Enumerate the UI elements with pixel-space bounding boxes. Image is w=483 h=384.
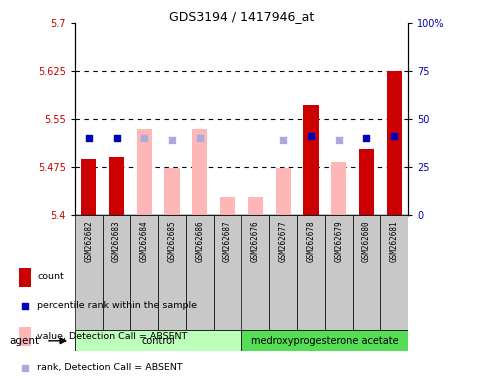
Bar <box>130 215 158 330</box>
Point <box>113 135 120 141</box>
Bar <box>186 215 213 330</box>
Point <box>21 303 28 309</box>
Bar <box>19 327 30 346</box>
Bar <box>359 149 374 215</box>
Bar <box>248 197 263 215</box>
Point <box>21 364 28 371</box>
Point <box>335 137 342 143</box>
Text: GSM262686: GSM262686 <box>195 221 204 262</box>
Bar <box>158 215 186 330</box>
Text: GSM262685: GSM262685 <box>168 221 177 262</box>
Point <box>141 135 148 141</box>
Point <box>85 135 93 141</box>
Text: GSM262677: GSM262677 <box>279 221 288 262</box>
Bar <box>75 330 242 351</box>
Bar <box>220 197 235 215</box>
Text: count: count <box>38 272 64 281</box>
Bar <box>137 129 152 215</box>
Bar <box>164 168 180 215</box>
Point <box>307 133 315 139</box>
Text: GSM262680: GSM262680 <box>362 221 371 262</box>
Text: GSM262681: GSM262681 <box>390 221 399 262</box>
Bar <box>303 105 319 215</box>
Text: control: control <box>142 336 175 346</box>
Text: GSM262678: GSM262678 <box>306 221 315 262</box>
Text: GSM262682: GSM262682 <box>84 221 93 262</box>
Bar <box>297 215 325 330</box>
Text: percentile rank within the sample: percentile rank within the sample <box>38 301 198 310</box>
Text: value, Detection Call = ABSENT: value, Detection Call = ABSENT <box>38 332 188 341</box>
Text: GSM262679: GSM262679 <box>334 221 343 262</box>
Bar <box>270 215 297 330</box>
Bar <box>19 268 30 287</box>
Bar <box>381 215 408 330</box>
Point <box>363 135 370 141</box>
Bar <box>275 168 291 215</box>
Bar <box>242 330 408 351</box>
Bar <box>75 215 102 330</box>
Text: GSM262676: GSM262676 <box>251 221 260 262</box>
Bar <box>213 215 242 330</box>
Bar <box>353 215 380 330</box>
Point <box>196 135 204 141</box>
Bar <box>109 157 124 215</box>
Bar <box>325 215 353 330</box>
Point <box>279 137 287 143</box>
Text: GSM262684: GSM262684 <box>140 221 149 262</box>
Bar <box>103 215 130 330</box>
Text: medroxyprogesterone acetate: medroxyprogesterone acetate <box>251 336 398 346</box>
Text: GSM262687: GSM262687 <box>223 221 232 262</box>
Text: GDS3194 / 1417946_at: GDS3194 / 1417946_at <box>169 10 314 23</box>
Bar <box>81 159 97 215</box>
Point <box>168 137 176 143</box>
Text: rank, Detection Call = ABSENT: rank, Detection Call = ABSENT <box>38 363 183 372</box>
Bar <box>192 129 208 215</box>
Text: agent: agent <box>10 336 40 346</box>
Bar <box>386 71 402 215</box>
Bar <box>242 215 270 330</box>
Point <box>390 133 398 139</box>
Bar <box>331 162 346 215</box>
Text: GSM262683: GSM262683 <box>112 221 121 262</box>
